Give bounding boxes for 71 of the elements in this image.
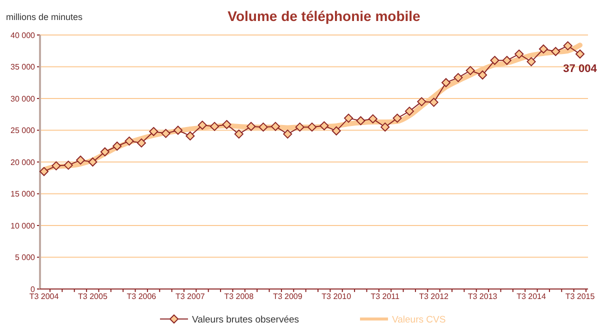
point (186, 131, 195, 140)
x-tick-label: T3 2009 (272, 292, 303, 301)
point (466, 66, 475, 76)
point (100, 147, 110, 156)
point (502, 56, 512, 65)
y-tick-label: 40 000 (10, 30, 36, 40)
point (76, 156, 86, 165)
y-tick-label: 25 000 (10, 126, 36, 136)
x-tick-label: T3 2011 (370, 292, 400, 301)
legend-label: Valeurs brutes observées (192, 314, 300, 326)
point (404, 106, 414, 116)
x-tick-label: T3 2005 (78, 292, 108, 301)
point (308, 122, 316, 132)
point (417, 97, 426, 106)
chart-title: Volume de téléphonie mobile (228, 8, 421, 24)
point (356, 116, 366, 126)
x-tick-label: T3 2012 (419, 292, 450, 301)
x-tick-label: T3 2006 (126, 292, 157, 301)
legend-label: Valeurs CVS (392, 314, 446, 326)
point (210, 122, 220, 131)
data-label: 37 004 (563, 63, 598, 76)
y-axis-title: millions de minutes (6, 12, 84, 22)
point (551, 47, 560, 56)
point (198, 120, 207, 130)
y-tick-label: 30 000 (10, 94, 36, 104)
point (332, 126, 341, 136)
point (526, 57, 536, 66)
point (124, 136, 134, 146)
point (442, 78, 450, 88)
point (368, 114, 378, 124)
point (40, 167, 48, 176)
y-tick-label: 15 000 (10, 190, 36, 199)
point (320, 121, 329, 130)
point (161, 128, 170, 138)
point (64, 160, 73, 170)
point (222, 120, 232, 130)
point (234, 130, 244, 139)
point (392, 114, 402, 123)
point (576, 50, 584, 59)
point (454, 73, 463, 82)
point (174, 126, 182, 135)
x-tick-label: T3 2010 (322, 292, 352, 301)
y-tick-label: 35 000 (10, 62, 36, 72)
y-tick-label: 0 (30, 284, 36, 294)
point (380, 122, 390, 132)
point (538, 44, 548, 54)
point (112, 142, 122, 151)
point (563, 41, 572, 50)
point (429, 98, 438, 107)
point (344, 114, 354, 123)
point (136, 138, 146, 148)
x-tick-label: T3 2014 (516, 292, 546, 301)
point (258, 122, 268, 132)
point (295, 122, 304, 132)
point (52, 161, 61, 170)
point (246, 122, 256, 131)
x-tick-label: T3 2004 (29, 292, 60, 301)
point (270, 122, 280, 131)
y-tick-label: 10 000 (10, 221, 36, 230)
point (283, 130, 292, 139)
point (88, 158, 98, 166)
point (478, 70, 488, 80)
point (514, 50, 524, 59)
y-tick-label: 20 000 (10, 158, 36, 167)
x-tick-label: T3 2007 (176, 292, 206, 301)
x-tick-label: T3 2015 (565, 292, 596, 301)
x-tick-label: T3 2008 (224, 292, 254, 301)
y-tick-label: 5 000 (14, 253, 36, 262)
point (149, 127, 158, 136)
x-tick-label: T3 2013 (468, 292, 498, 301)
point (490, 56, 500, 65)
